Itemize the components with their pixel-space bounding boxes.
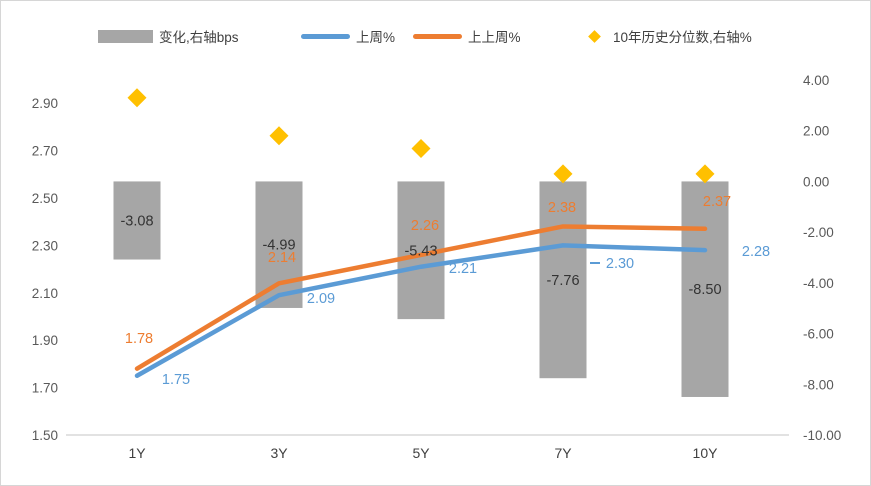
right-axis-tick: -2.00 <box>803 225 834 240</box>
percentile-diamond-3Y <box>269 126 289 146</box>
legend-item-change-bar: 变化,右轴bps <box>98 23 239 49</box>
bar-10Y <box>681 181 729 397</box>
prior-week-label: 2.37 <box>703 194 731 210</box>
bar-value-label: -7.76 <box>546 273 579 289</box>
chart-legend: 变化,右轴bps 上周% 上上周% 10年历史分位数,右轴% <box>1 23 870 49</box>
last-week-line <box>134 243 708 378</box>
last-week-label: 2.28 <box>742 244 770 260</box>
left-axis-tick: 2.10 <box>32 286 58 301</box>
category-label: 7Y <box>554 445 572 461</box>
bar-swatch-icon <box>98 29 153 43</box>
legend-label: 变化,右轴bps <box>159 30 239 45</box>
bar-1Y <box>113 181 161 260</box>
right-axis-tick: -4.00 <box>803 276 834 291</box>
legend-item-prior-week: 上上周% <box>413 23 521 49</box>
legend-item-percentile: 10年历史分位数,右轴% <box>586 23 752 49</box>
legend-label: 10年历史分位数,右轴% <box>613 30 752 45</box>
bar-value-label: -3.08 <box>120 213 153 229</box>
percentile-diamond-7Y <box>553 164 573 184</box>
prior-week-line <box>134 224 708 371</box>
last-week-label: 2.09 <box>307 291 335 307</box>
right-axis-tick: 2.00 <box>803 124 829 139</box>
legend-label: 上周% <box>356 30 396 45</box>
bar-3Y <box>255 181 303 308</box>
category-label: 10Y <box>693 445 719 461</box>
right-axis-tick: 4.00 <box>803 73 829 88</box>
left-axis-tick: 2.50 <box>32 191 58 206</box>
last-week-label: 2.21 <box>449 261 477 277</box>
right-axis-tick: 0.00 <box>803 174 829 189</box>
left-axis-tick: 1.70 <box>32 381 58 396</box>
bar-value-label: -8.50 <box>688 282 721 298</box>
left-axis-tick: 1.50 <box>32 428 58 443</box>
category-label: 5Y <box>412 445 430 461</box>
right-axis-tick: -8.00 <box>803 377 834 392</box>
prior-week-label: 1.78 <box>125 331 153 347</box>
left-axis-tick: 2.70 <box>32 144 58 159</box>
prior-week-label: 2.38 <box>548 200 576 216</box>
bar-value-label: -4.99 <box>262 238 295 254</box>
right-axis-tick: -10.00 <box>803 428 841 443</box>
left-axis-tick: 2.90 <box>32 96 58 111</box>
prior-week-label: 2.26 <box>411 218 439 234</box>
legend-item-last-week: 上周% <box>301 23 395 49</box>
left-axis-tick: 1.90 <box>32 333 58 348</box>
left-axis-tick: 2.30 <box>32 238 58 253</box>
category-label: 3Y <box>270 445 288 461</box>
percentile-diamond-5Y <box>411 138 431 158</box>
last-week-label: 2.30 <box>606 256 634 272</box>
line-swatch-icon <box>413 33 462 39</box>
percentile-diamond-1Y <box>127 88 147 108</box>
bar-7Y <box>539 181 587 379</box>
prior-week-label: 2.14 <box>268 250 296 266</box>
last-week-label: 1.75 <box>162 372 190 388</box>
bar-value-label: -5.43 <box>404 243 437 259</box>
legend-label: 上上周% <box>468 30 521 45</box>
category-label: 1Y <box>128 445 146 461</box>
line-swatch-icon <box>301 33 350 39</box>
right-axis-tick: -6.00 <box>803 327 834 342</box>
percentile-diamond-10Y <box>695 164 715 184</box>
